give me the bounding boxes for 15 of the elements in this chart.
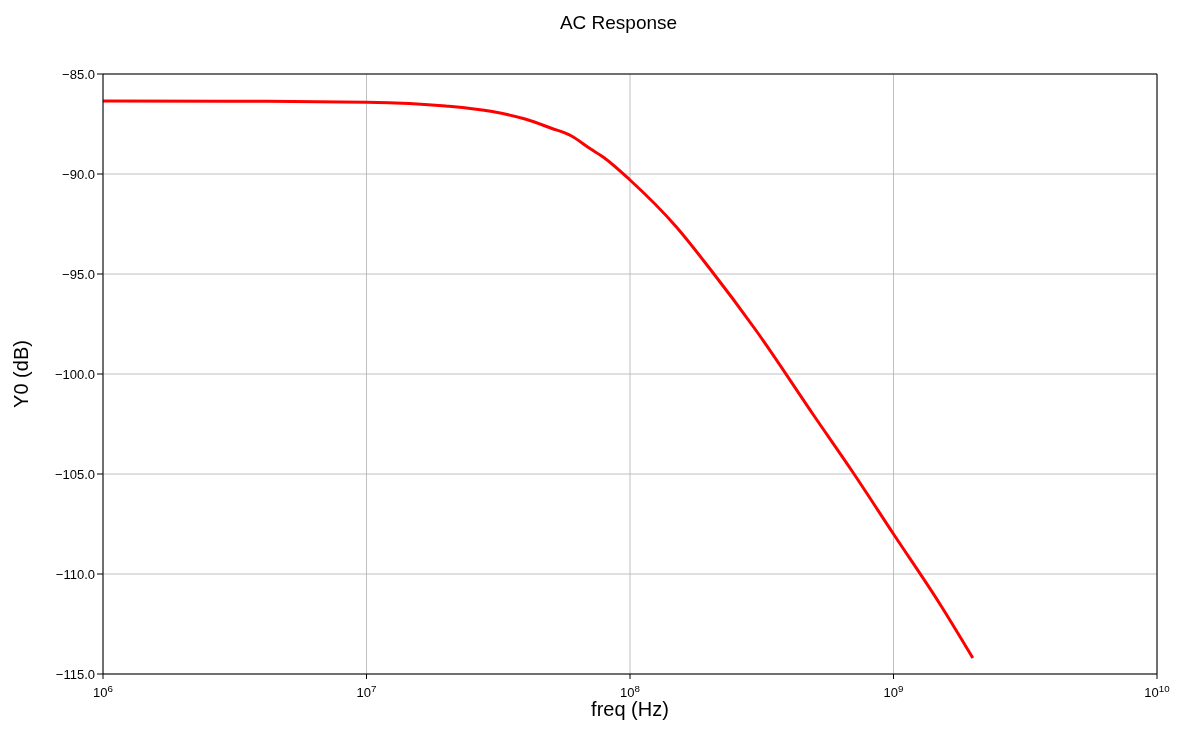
y-tick-label: −85.0 <box>62 66 95 82</box>
y-axis-title: Y0 (dB) <box>10 340 33 408</box>
x-axis-title: freq (Hz) <box>591 698 669 720</box>
y-tick-label: −110.0 <box>55 566 95 582</box>
x-tick-label: 10$^{10}$ <box>1144 682 1171 700</box>
chart-title: AC Response <box>558 12 679 34</box>
x-tick-label: 10$^{6}$ <box>93 682 113 700</box>
y-tick-label: −90.0 <box>62 166 95 182</box>
x-tick-label: 10$^{8}$ <box>620 682 640 700</box>
y-tick-label: −105.0 <box>54 466 95 482</box>
y-tick-label: −95.0 <box>62 266 95 282</box>
y-tick-label: −115.0 <box>55 666 95 682</box>
y-tick-label: −100.0 <box>54 366 95 382</box>
x-tick-label: 10$^{7}$ <box>356 682 377 700</box>
x-tick-label: 10$^{9}$ <box>883 682 904 700</box>
